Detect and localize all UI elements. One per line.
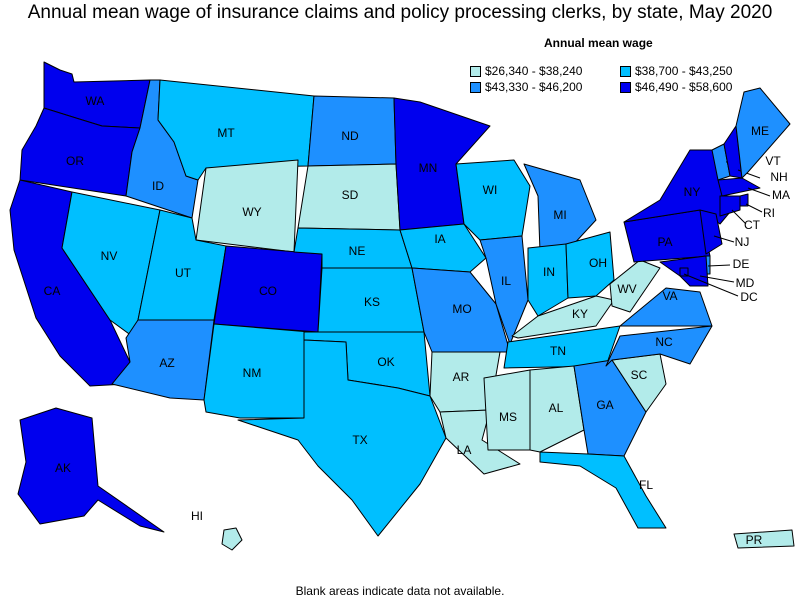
state-label-wv: WV: [617, 282, 636, 296]
callout-line-ma: [747, 187, 771, 197]
state-nc: [605, 325, 713, 367]
state-label-az: AZ: [159, 356, 174, 370]
state-label-ia: IA: [434, 232, 445, 246]
state-tx: [237, 339, 447, 537]
legend-title: Annual mean wage: [544, 36, 653, 50]
state-hi: [221, 527, 243, 551]
state-label-md: MD: [736, 276, 755, 290]
state-label-nm: NM: [243, 366, 262, 380]
legend-swatch-low: [470, 65, 481, 77]
state-ak: [17, 407, 165, 533]
state-label-pr: PR: [746, 533, 763, 547]
state-ma: [717, 177, 761, 197]
footnote: Blank areas indicate data not available.: [295, 584, 505, 598]
state-label-ca: CA: [44, 284, 61, 298]
state-label-nc: NC: [655, 335, 673, 349]
state-label-la: LA: [457, 443, 472, 457]
state-label-ky: KY: [572, 307, 588, 321]
state-label-vt: VT: [765, 154, 781, 168]
state-nj: [699, 209, 723, 255]
state-label-id: ID: [152, 179, 164, 193]
state-label-il: IL: [501, 274, 511, 288]
state-ia: [399, 223, 487, 273]
state-label-nh: NH: [770, 170, 787, 184]
state-label-fl: FL: [639, 478, 653, 492]
state-label-sc: SC: [631, 368, 648, 382]
state-label-tn: TN: [550, 344, 566, 358]
callout-line-ri: [745, 203, 763, 213]
callout-line-ct: [731, 209, 747, 225]
state-label-pa: PA: [657, 235, 672, 249]
legend-label-mid: $38,700 - $43,250: [635, 64, 733, 78]
state-label-ri: RI: [763, 206, 775, 220]
state-ct: [719, 195, 741, 217]
state-label-ny: NY: [684, 185, 701, 199]
callout-line-de: [707, 264, 731, 267]
legend-swatch-mid: [620, 65, 631, 77]
state-label-wa: WA: [86, 94, 105, 108]
callout-line-md: [699, 275, 735, 283]
state-label-ne: NE: [349, 244, 366, 258]
callout-line-dc: [683, 273, 739, 297]
state-label-mn: MN: [419, 161, 438, 175]
state-label-nv: NV: [101, 249, 118, 263]
state-label-ma: MA: [772, 188, 790, 202]
state-label-de: DE: [733, 257, 750, 271]
state-label-oh: OH: [589, 256, 607, 270]
state-fl: [539, 451, 667, 529]
state-label-co: CO: [259, 284, 277, 298]
map-title: Annual mean wage of insurance claims and…: [27, 2, 773, 23]
legend-item-high: $43,330 - $46,200: [470, 80, 620, 94]
state-label-me: ME: [751, 124, 769, 138]
state-label-ak: AK: [55, 461, 71, 475]
state-label-ar: AR: [453, 370, 470, 384]
legend-item-mid: $38,700 - $43,250: [620, 64, 770, 78]
state-wv: [609, 259, 661, 313]
legend-swatch-top: [620, 81, 631, 93]
state-label-hi: HI: [191, 509, 203, 523]
state-va: [619, 287, 713, 327]
state-label-ok: OK: [377, 355, 394, 369]
state-label-mo: MO: [452, 302, 471, 316]
state-ny: [623, 149, 731, 225]
state-label-ct: CT: [744, 218, 761, 232]
state-label-or: OR: [66, 154, 84, 168]
state-label-nj: NJ: [735, 235, 750, 249]
state-label-mt: MT: [217, 126, 235, 140]
state-in: [527, 243, 569, 317]
legend-item-low: $26,340 - $38,240: [470, 64, 620, 78]
state-pr: [733, 529, 795, 549]
state-oh: [565, 231, 615, 299]
legend-item-top: $46,490 - $58,600: [620, 80, 770, 94]
state-label-al: AL: [549, 401, 564, 415]
state-label-sd: SD: [342, 188, 359, 202]
legend: Annual mean wage $26,340 - $38,240 $38,7…: [470, 36, 790, 94]
legend-swatch-high: [470, 81, 481, 93]
callout-line-nj: [713, 235, 735, 243]
state-label-va: VA: [662, 289, 677, 303]
state-label-ut: UT: [175, 266, 192, 280]
state-label-dc: DC: [740, 290, 758, 304]
state-al: [529, 365, 585, 453]
legend-label-low: $26,340 - $38,240: [485, 64, 583, 78]
legend-label-top: $46,490 - $58,600: [635, 80, 733, 94]
state-label-ms: MS: [499, 410, 517, 424]
state-label-tx: TX: [352, 433, 367, 447]
state-label-nd: ND: [341, 129, 359, 143]
legend-label-high: $43,330 - $46,200: [485, 80, 583, 94]
state-label-wi: WI: [483, 183, 498, 197]
state-label-mi: MI: [553, 208, 566, 222]
state-label-in: IN: [543, 265, 555, 279]
state-label-ks: KS: [364, 295, 380, 309]
state-label-ga: GA: [596, 398, 613, 412]
state-label-wy: WY: [242, 205, 261, 219]
